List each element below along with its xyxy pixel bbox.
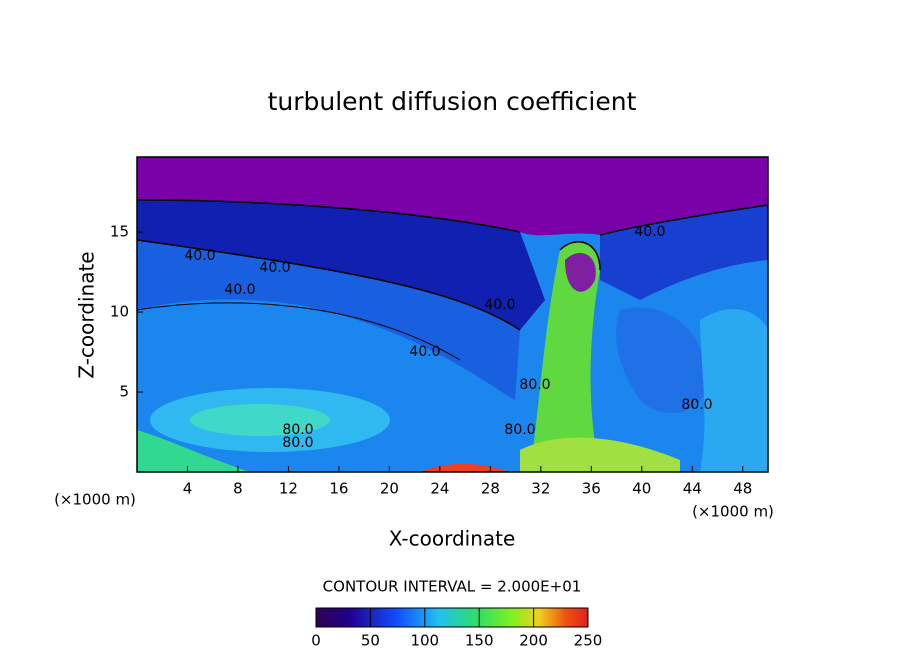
x-tick-label: 20	[380, 480, 399, 498]
x-tick-label: 32	[531, 480, 550, 498]
x-tick-label: 24	[430, 480, 449, 498]
colorbar-tick-label: 250	[574, 632, 603, 650]
x-tick-label: 40	[632, 480, 651, 498]
colorbar-title: CONTOUR INTERVAL = 2.000E+01	[323, 578, 582, 596]
x-tick-label: 12	[279, 480, 298, 498]
x-unit-label: (×1000 m)	[692, 503, 774, 521]
colorbar-tick-label: 200	[519, 632, 548, 650]
x-unit-label: (×1000 m)	[54, 491, 136, 509]
contour-label: 80.0	[681, 397, 712, 413]
colorbar-tick-label: 50	[361, 632, 380, 650]
contour-field	[137, 157, 768, 472]
contour-label: 40.0	[409, 344, 440, 360]
contour-label: 80.0	[519, 377, 550, 393]
contour-label: 80.0	[282, 435, 313, 451]
y-tick-label: 15	[110, 223, 129, 241]
x-tick-label: 48	[733, 480, 752, 498]
x-tick-label: 28	[481, 480, 500, 498]
contour-label: 40.0	[259, 260, 290, 276]
y-axis-label: Z-coordinate	[75, 251, 99, 378]
contour-label: 80.0	[504, 422, 535, 438]
contour-label: 40.0	[634, 224, 665, 240]
colorbar	[315, 607, 589, 628]
y-tick-label: 5	[119, 383, 129, 401]
x-tick-label: 36	[582, 480, 601, 498]
contour-label: 80.0	[282, 422, 313, 438]
colorbar-tick-label: 100	[410, 632, 439, 650]
colorbar-tick-label: 0	[311, 632, 321, 650]
x-tick-label: 44	[683, 480, 702, 498]
x-tick-label: 4	[183, 480, 193, 498]
x-axis-label: X-coordinate	[389, 527, 516, 551]
contour-label: 40.0	[484, 297, 515, 313]
x-tick-label: 8	[233, 480, 243, 498]
y-tick-label: 10	[110, 303, 129, 321]
contour-label: 40.0	[224, 282, 255, 298]
plot-frame	[136, 156, 769, 473]
colorbar-tick-label: 150	[465, 632, 494, 650]
x-tick-label: 16	[329, 480, 348, 498]
chart-title: turbulent diffusion coefficient	[268, 87, 637, 116]
contour-label: 40.0	[184, 248, 215, 264]
